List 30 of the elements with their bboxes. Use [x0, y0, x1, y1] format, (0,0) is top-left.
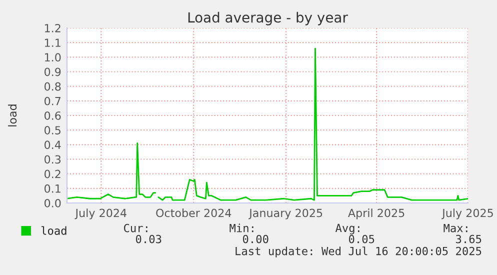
text: Max: — [444, 224, 468, 232]
y-tick-label: 0.5 — [44, 126, 60, 134]
y-tick-label: 0.8 — [44, 82, 61, 91]
text: 0.05 — [348, 234, 374, 244]
text: 0.03 — [136, 234, 162, 244]
text: Min: — [230, 224, 254, 232]
y-tick-label: 0.0 — [44, 198, 61, 208]
x-tick-label: April 2025 — [348, 208, 404, 220]
y-tick-label: 1.0 — [44, 53, 61, 62]
legend-label: load — [41, 226, 66, 235]
y-tick-label: 0.3 — [44, 155, 61, 164]
text: Avg: — [335, 224, 360, 234]
y-tick-label: 0.2 — [44, 170, 60, 178]
x-tick-label: July 2024 — [74, 208, 126, 220]
y-tick-label: 0.1 — [44, 184, 60, 193]
y-tick-label: 1.2 — [44, 24, 60, 32]
text: 0.00 — [242, 234, 268, 244]
y-tick-label: 0.7 — [44, 96, 60, 106]
y-axis-title: load — [8, 104, 17, 126]
text: Cur: — [124, 224, 148, 232]
chart-title: Load average - by year — [188, 12, 348, 26]
y-tick-label: 1.1 — [44, 38, 60, 47]
y-tick-label: 0.4 — [44, 140, 61, 150]
y-tick-label: 0.6 — [44, 111, 61, 120]
x-tick-label: October 2024 — [156, 208, 232, 218]
text: Last update: Wed Jul 16 20:00:05 2025 — [236, 246, 482, 258]
text: 3.65 — [456, 234, 482, 244]
x-tick-label: July 2025 — [442, 208, 493, 220]
x-tick-label: January 2025 — [248, 208, 322, 220]
y-tick-label: 0.9 — [44, 68, 61, 76]
